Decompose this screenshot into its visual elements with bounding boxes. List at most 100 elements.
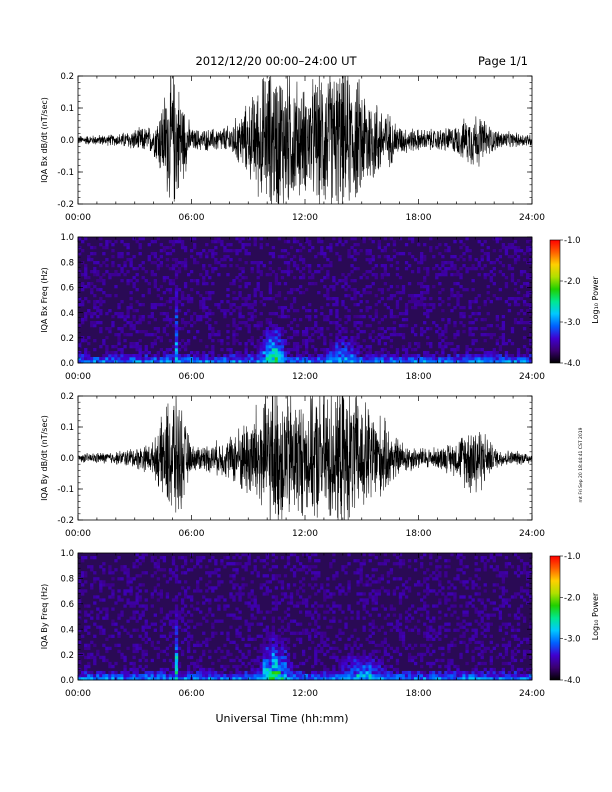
spectrogram-cell: [389, 312, 394, 316]
spectrogram-cell: [365, 291, 369, 295]
spectrogram-cell: [268, 354, 273, 358]
spectrogram-cell: [286, 637, 291, 641]
spectrogram-cell: [168, 279, 173, 283]
spectrogram-cell: [265, 342, 269, 346]
spectrogram-cell: [289, 348, 294, 352]
spectrogram-cell: [483, 303, 487, 307]
y-tick-label: 0.2: [60, 72, 74, 82]
spectrogram-cell: [271, 625, 276, 629]
spectrogram-cell: [262, 592, 266, 596]
spectrogram-cell: [90, 676, 94, 681]
spectrogram-cell: [483, 562, 487, 566]
spectrogram-cell: [314, 351, 318, 355]
spectrogram-cell: [504, 631, 509, 635]
spectrogram-cell: [525, 285, 530, 289]
spectrogram-cell: [277, 667, 282, 672]
spectrogram-cell: [99, 610, 103, 614]
spectrogram-cell: [420, 291, 424, 295]
spectrogram-cell: [220, 676, 224, 681]
spectrogram-cell: [456, 354, 460, 358]
spectrogram-cell: [144, 658, 148, 663]
spectrogram-cell: [292, 297, 297, 301]
spectrogram-cell: [516, 321, 521, 325]
spectrogram-cell: [429, 246, 433, 250]
spectrogram-cell: [144, 676, 148, 681]
spectrogram-cell: [435, 351, 439, 355]
spectrogram-cell: [489, 667, 493, 672]
spectrogram-cell: [90, 288, 94, 292]
spectrogram-cell: [120, 673, 124, 678]
spectrogram-cell: [241, 315, 245, 319]
spectrogram-cell: [341, 664, 345, 669]
spectrogram-cell: [205, 673, 209, 678]
spectrogram-cell: [344, 643, 348, 648]
spectrogram-cell: [429, 676, 433, 681]
spectrogram-cell: [283, 270, 288, 274]
spectrogram-cell: [489, 622, 493, 626]
spectrogram-cell: [323, 667, 327, 672]
spectrogram-cell: [150, 357, 154, 361]
spectrogram-cell: [335, 357, 339, 361]
spectrogram-cell: [295, 324, 300, 328]
spectrogram-cell: [347, 676, 351, 681]
spectrogram-cell: [386, 354, 391, 358]
spectrogram-cell: [177, 673, 182, 678]
spectrogram-cell: [501, 360, 506, 364]
spectrogram-cell: [474, 667, 478, 672]
spectrogram-cell: [135, 345, 139, 349]
spectrogram-cell: [174, 649, 179, 654]
spectrogram-cell: [525, 583, 530, 587]
spectrogram-cell: [156, 327, 161, 331]
y-tick-label: 0.0: [60, 359, 74, 369]
spectrogram-cell: [365, 300, 369, 304]
spectrogram-cell: [365, 658, 369, 663]
spectrogram-cell: [401, 312, 406, 316]
spectrogram-cell: [522, 637, 527, 641]
spectrogram-cell: [199, 300, 203, 304]
spectrogram-cell: [289, 595, 294, 599]
spectrogram-cell: [435, 604, 439, 608]
spectrogram-cell: [280, 661, 285, 666]
spectrogram-cell: [232, 354, 236, 358]
spectrogram-cell: [96, 300, 100, 304]
spectrogram-cell: [102, 580, 106, 584]
y-tick-label: -0.2: [57, 516, 74, 526]
spectrogram-cell: [274, 649, 279, 654]
spectrogram-cell: [311, 613, 315, 617]
spectrogram-cell: [477, 306, 481, 310]
spectrogram-cell: [147, 255, 151, 259]
spectrogram-cell: [365, 360, 369, 364]
spectrogram-cell: [186, 342, 191, 346]
spectrogram-cell: [171, 661, 176, 666]
spectrogram-cell: [465, 345, 469, 349]
spectrogram-cell: [93, 324, 97, 328]
spectrogram-cell: [102, 616, 106, 620]
spectrogram-cell: [81, 357, 85, 361]
spectrogram-cell: [241, 583, 245, 587]
spectrogram-cell: [486, 559, 490, 563]
spectrogram-cell: [289, 327, 294, 331]
spectrogram-cell: [423, 589, 427, 593]
spectrogram-cell: [483, 667, 487, 672]
spectrogram-cell: [295, 556, 300, 560]
spectrogram-cell: [244, 261, 248, 265]
spectrogram-cell: [362, 658, 366, 663]
spectrogram-cell: [268, 261, 273, 265]
spectrogram-cell: [332, 348, 336, 352]
spectrogram-cell: [84, 237, 88, 241]
spectrogram-cell: [332, 577, 336, 581]
spectrogram-cell: [117, 357, 121, 361]
spectrogram-cell: [108, 586, 112, 590]
spectrogram-cell: [525, 240, 530, 244]
spectrogram-cell: [468, 333, 472, 337]
spectrogram-cell: [401, 676, 406, 681]
spectrogram-cell: [335, 282, 339, 286]
spectrogram-cell: [308, 318, 312, 322]
spectrogram-cell: [323, 294, 327, 298]
spectrogram-cell: [386, 306, 391, 310]
spectrogram-cell: [283, 637, 288, 641]
spectrogram-cell: [368, 592, 372, 596]
spectrogram-cell: [329, 321, 333, 325]
spectrogram-cell: [199, 357, 203, 361]
spectrogram-cell: [504, 360, 509, 364]
